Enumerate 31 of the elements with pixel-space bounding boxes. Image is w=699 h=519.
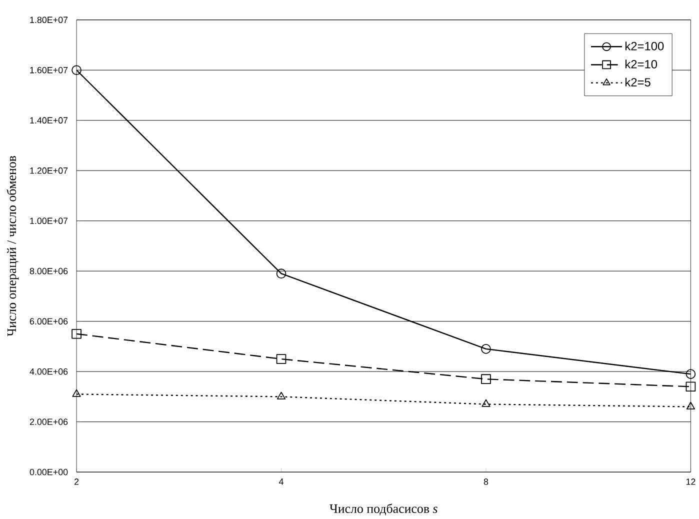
y-tick-label: 1.80E+07 bbox=[30, 16, 68, 24]
y-tick-label: 1.60E+07 bbox=[30, 67, 68, 74]
x-tick-label: 4 bbox=[278, 478, 284, 485]
point bbox=[686, 402, 696, 410]
y-tick-label: 1.40E+07 bbox=[30, 117, 68, 124]
point bbox=[686, 369, 696, 380]
point bbox=[72, 389, 81, 398]
point bbox=[276, 392, 286, 400]
y-tick-label: 4.00E+06 bbox=[30, 368, 68, 375]
y-tick-label: 1.00E+07 bbox=[30, 218, 68, 224]
x-tick-label: 8 bbox=[484, 478, 488, 486]
point bbox=[481, 374, 491, 384]
point bbox=[276, 268, 286, 279]
x-axis-title: Число подбасисов s bbox=[330, 504, 438, 516]
point bbox=[482, 399, 490, 408]
point bbox=[481, 344, 491, 354]
y-tick-label: 6.00E+06 bbox=[30, 318, 68, 325]
legend-label: k2=5 bbox=[625, 78, 650, 87]
y-tick-label: 0.00E+00 bbox=[30, 469, 68, 476]
y-tick-label: 8.00E+06 bbox=[30, 268, 68, 274]
legend-label: k2=10 bbox=[625, 60, 658, 69]
legend-label: k2=100 bbox=[625, 42, 664, 50]
point bbox=[72, 329, 82, 339]
point bbox=[276, 354, 286, 364]
y-tick-label: 2.00E+06 bbox=[30, 418, 68, 426]
y-axis-title: Число операций / число обменов bbox=[6, 156, 19, 336]
y-tick-label: 1.20E+07 bbox=[30, 168, 68, 174]
x-tick-label: 12 bbox=[686, 478, 696, 485]
x-tick-label: 2 bbox=[74, 478, 79, 485]
point bbox=[72, 65, 82, 76]
point bbox=[686, 382, 696, 392]
